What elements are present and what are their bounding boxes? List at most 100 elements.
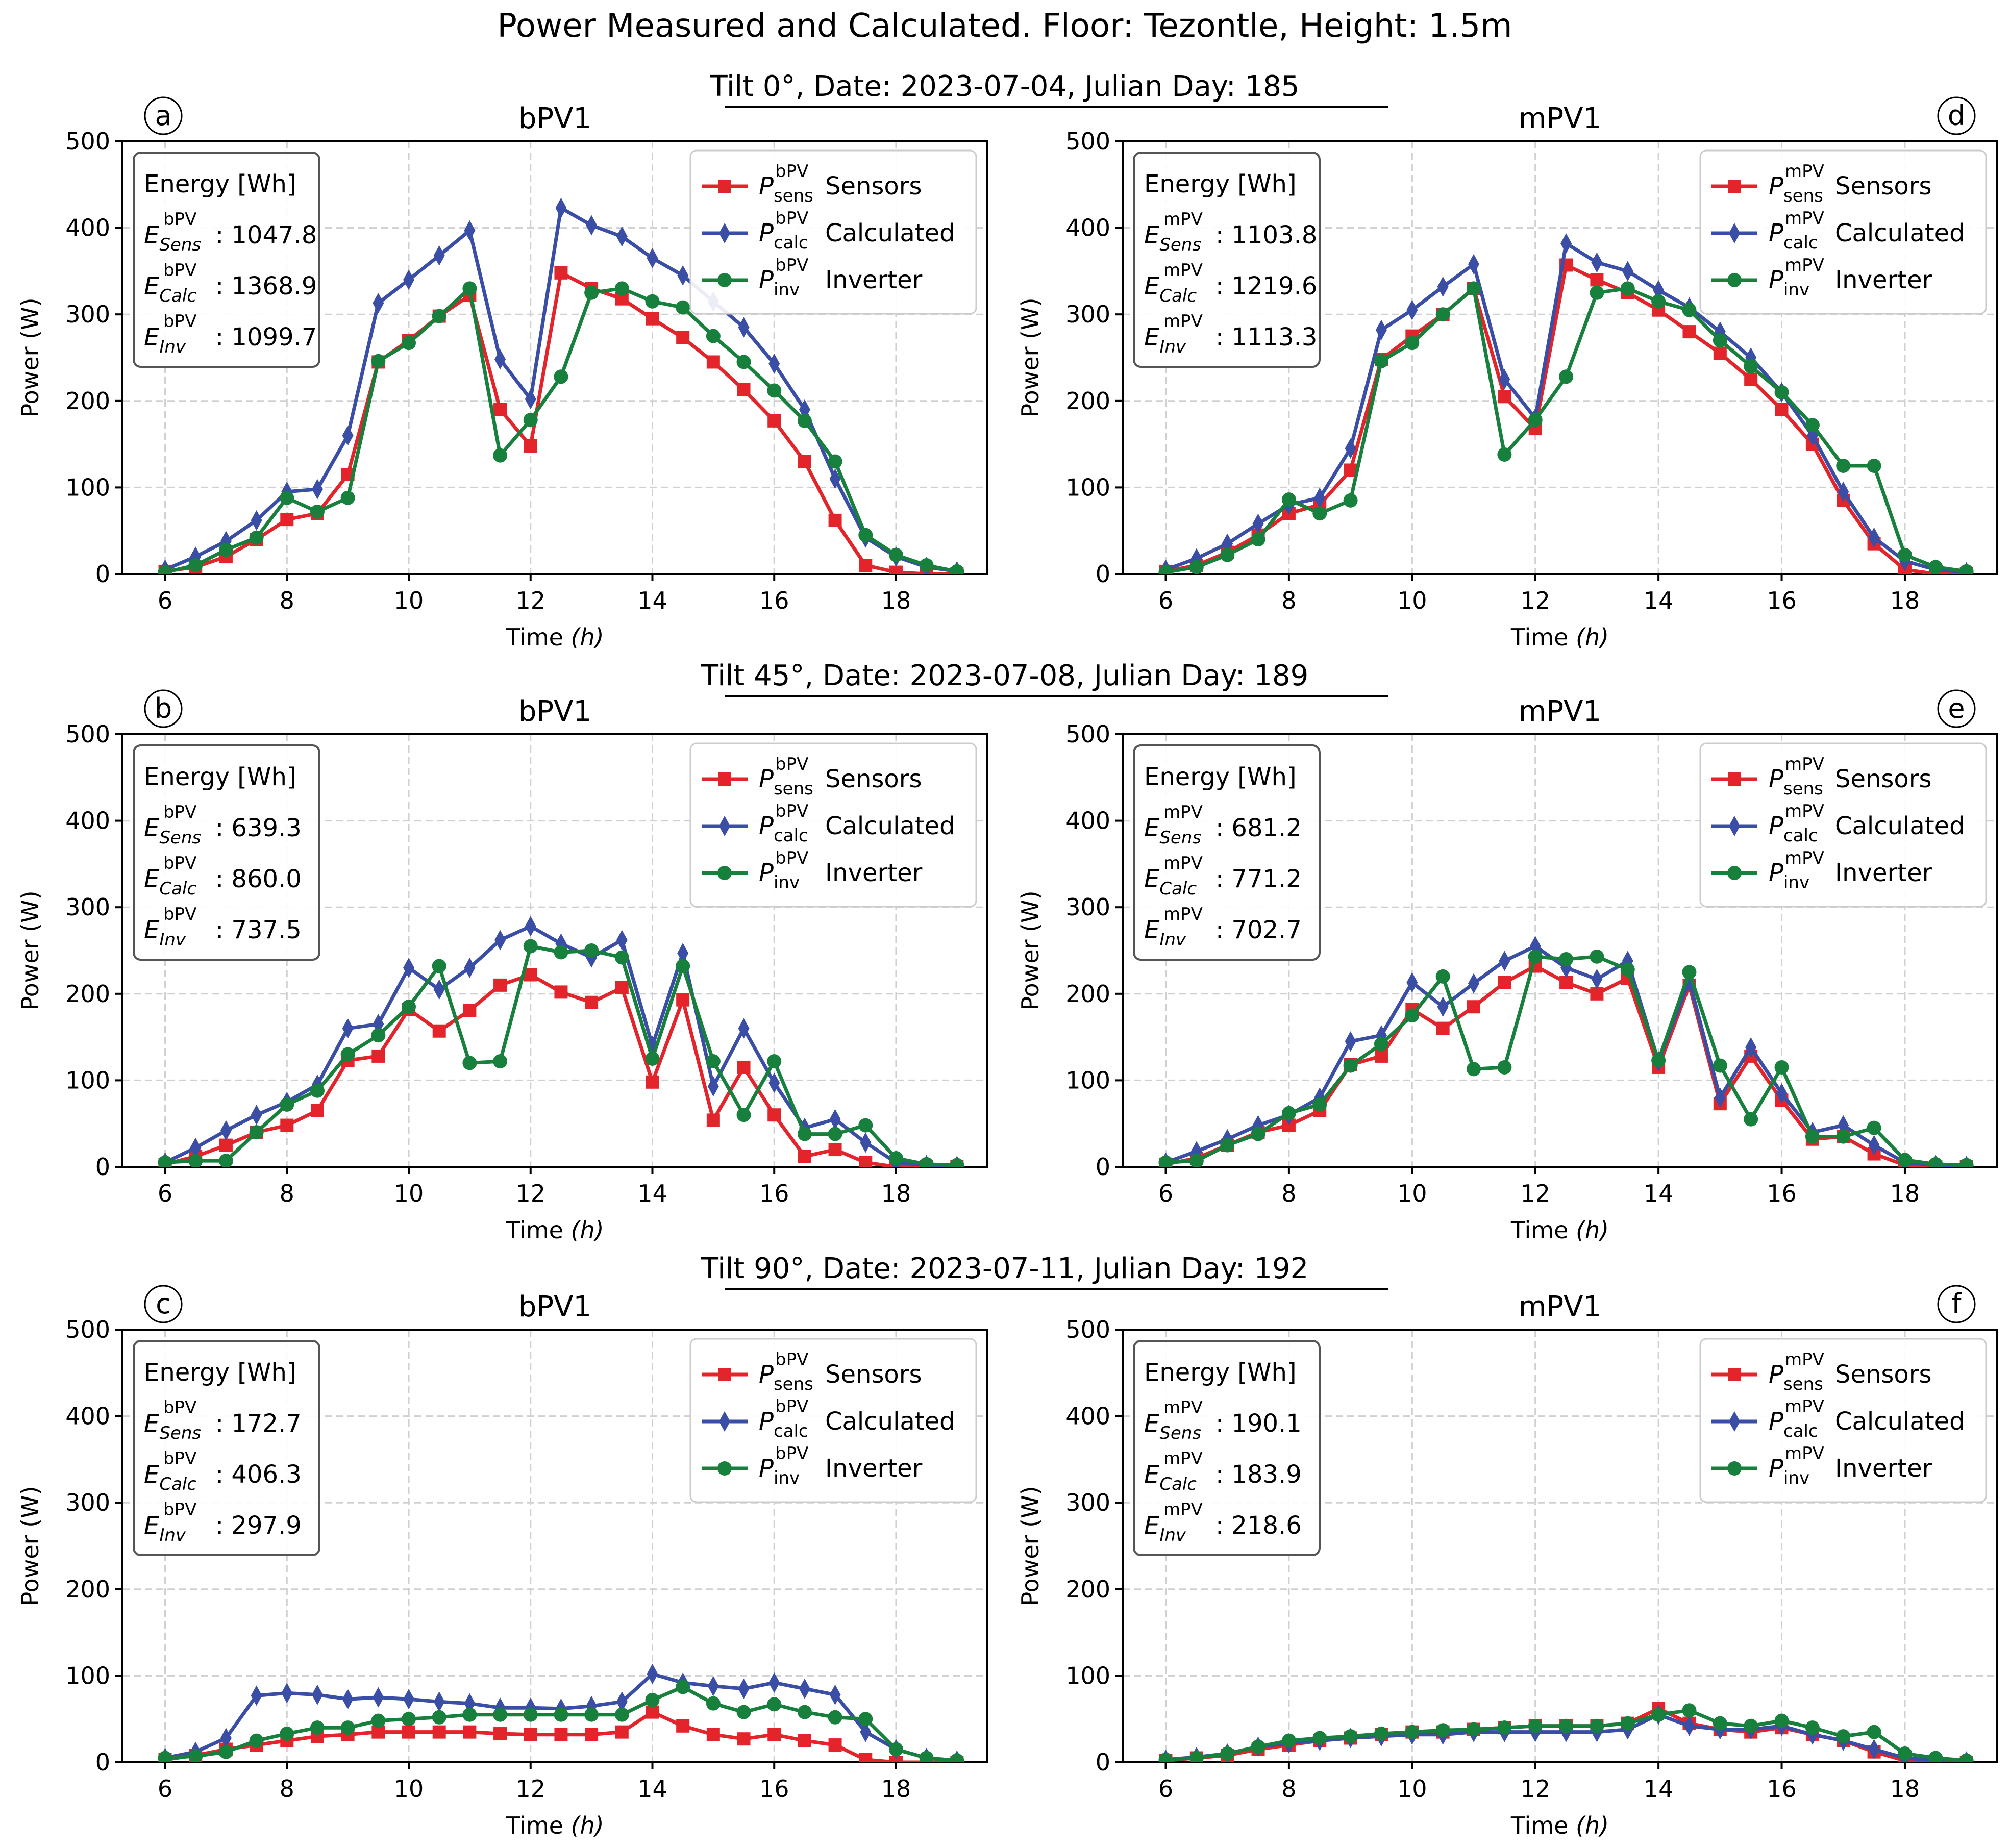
panel-e-energy-box: Energy [Wh] ESensmPV: 681.2 ECalcmPV: 771.… bbox=[1133, 744, 1321, 961]
panel-f-energy-heading: Energy [Wh] bbox=[1144, 1358, 1297, 1387]
panel-d-inverter-point bbox=[1867, 459, 1881, 473]
panel-d-inverter-point bbox=[1836, 459, 1851, 473]
panel-d-energy-calc: ECalcmPV: 1219.6 bbox=[1144, 260, 1317, 306]
panel-b-ytick-label: 500 bbox=[65, 720, 110, 748]
panel-a-sensors-point bbox=[524, 439, 537, 453]
panel-b-sensors-point bbox=[463, 1004, 477, 1017]
panel-d-inverter-point bbox=[1928, 560, 1943, 574]
panel-a-xlabel: Time (h) bbox=[505, 623, 604, 651]
panel-b-sensors-point bbox=[767, 1108, 781, 1122]
panel-b-calculated-point bbox=[190, 1137, 202, 1158]
panel-e-inverter-point bbox=[1405, 1008, 1420, 1023]
panel-f-inverter-point bbox=[1220, 1746, 1235, 1761]
panel-e-legend-entry-inverter: PinvmPVInverter bbox=[1711, 848, 1932, 893]
panel-e-ytick-label: 0 bbox=[1096, 1153, 1110, 1181]
panel-e-sensors-point bbox=[1590, 987, 1604, 1001]
panel-d-title: mPV1 bbox=[1519, 102, 1601, 135]
panel-e-xtick-label: 14 bbox=[1644, 1180, 1674, 1207]
panel-d-calculated-point bbox=[1622, 261, 1633, 282]
panel-b-energy-box: Energy [Wh] ESensbPV: 639.3 ECalcbPV: 860.… bbox=[133, 744, 320, 961]
panel-b-legend: PsensbPVSensorsPcalcbPVCalculatedPinvbPV… bbox=[689, 742, 977, 908]
panel-d-inverter-point bbox=[1590, 285, 1604, 300]
panel-e-title: mPV1 bbox=[1519, 695, 1601, 728]
panel-b-title: bPV1 bbox=[518, 695, 591, 728]
row-header-1: Tilt 0°, Date: 2023-07-04, Julian Day: 1… bbox=[710, 70, 1300, 103]
panel-a-ylabel: Power (W) bbox=[16, 297, 44, 417]
panel-c-inverter-point bbox=[310, 1720, 325, 1735]
panel-a-legend: PsensbPVSensorsPcalcbPVCalculatedPinvbPV… bbox=[689, 149, 977, 315]
panel-c-legend-sensors-marker bbox=[718, 1368, 731, 1381]
panel-c-calculated-point bbox=[647, 1664, 658, 1685]
panel-d-calculated-point bbox=[1838, 481, 1849, 502]
panel-d-inverter-point bbox=[1744, 359, 1758, 373]
panel-a-energy-calc: ECalcbPV: 1368.9 bbox=[144, 260, 317, 306]
panel-c-calculated-point bbox=[281, 1683, 293, 1704]
panel-f-xtick-label: 16 bbox=[1767, 1775, 1797, 1803]
panel-e-calculated-point bbox=[1437, 996, 1449, 1017]
panel-a-xtick-label: 14 bbox=[637, 587, 667, 614]
panel-f-legend-inverter-label: PinvmPVInverter bbox=[1769, 1443, 1932, 1488]
panel-e-inverter-point bbox=[1312, 1097, 1327, 1112]
panel-d-legend-inverter-label: PinvmPVInverter bbox=[1769, 255, 1932, 300]
panel-d-inverter-point bbox=[1435, 307, 1450, 322]
panel-e-inverter-point bbox=[1928, 1157, 1943, 1167]
panel-f-ytick-label: 200 bbox=[1065, 1576, 1110, 1603]
panel-e-xtick-label: 16 bbox=[1767, 1180, 1797, 1207]
panel-e-ytick-label: 400 bbox=[1065, 807, 1110, 835]
panel-a-axes-frame bbox=[121, 140, 988, 575]
panel-b-axes-frame bbox=[121, 733, 988, 1168]
panel-c-legend-calculated-label: PcalcbPVCalculated bbox=[759, 1396, 955, 1441]
panel-b-xtick-label: 6 bbox=[158, 1180, 172, 1207]
panel-a-legend-frame bbox=[689, 149, 977, 315]
panel-f-legend-calculated-label: PcalcmPVCalculated bbox=[1769, 1396, 1965, 1441]
panel-d-inverter-point bbox=[1805, 418, 1820, 433]
panel-b-sensors-point bbox=[737, 1060, 751, 1074]
panel-b-energy-frame bbox=[133, 744, 320, 961]
panel-e-sensors-point bbox=[1374, 1049, 1388, 1063]
panel-e-inverter-point bbox=[1467, 1062, 1481, 1077]
panel-d-legend-sensors-marker bbox=[1728, 180, 1741, 193]
panel-b-ytick-label: 100 bbox=[65, 1066, 110, 1094]
panel-f-inverter-point bbox=[1744, 1718, 1758, 1733]
panel-f-inverter-point bbox=[1343, 1729, 1358, 1744]
panel-e-calculated-point bbox=[1745, 1037, 1757, 1058]
panel-f-legend-sensors-label: PsensmPVSensors bbox=[1769, 1350, 1932, 1394]
panel-f-xtick-label: 8 bbox=[1281, 1775, 1296, 1803]
panel-b-inverter-point bbox=[493, 1054, 508, 1069]
panel-e-inverter-point bbox=[1620, 962, 1635, 977]
panel-a-inverter-point bbox=[523, 413, 538, 428]
panel-b-inverter-point bbox=[310, 1083, 325, 1098]
panel-c-ytick-label: 300 bbox=[65, 1489, 110, 1516]
panel-b-letter: b bbox=[155, 692, 172, 725]
panel-b-sensors-point bbox=[859, 1156, 873, 1167]
panel-d-energy-box: Energy [Wh] ESensmPV: 1103.8 ECalcmPV: 121… bbox=[1133, 152, 1321, 368]
panel-f-legend-entry-sensors: PsensmPVSensors bbox=[1711, 1350, 1932, 1394]
panel-a-energy-heading: Energy [Wh] bbox=[144, 170, 296, 198]
panel-b-sensors-point bbox=[219, 1138, 233, 1152]
panel-b-legend-entry-sensors: PsensbPVSensors bbox=[702, 754, 922, 799]
panel-e-inverter-point bbox=[1590, 949, 1604, 964]
panel-a-ytick-label: 500 bbox=[65, 128, 110, 155]
panel-a-inverter-point bbox=[584, 285, 599, 300]
panel-c-sensors-point bbox=[463, 1725, 477, 1739]
panel-d-ytick-label: 0 bbox=[1096, 560, 1110, 588]
panel-c-xtick-label: 16 bbox=[759, 1775, 789, 1803]
panel-d-energy-heading: Energy [Wh] bbox=[1144, 170, 1297, 198]
panel-f-inverter-point bbox=[1158, 1752, 1173, 1762]
panel-c-inverter-point bbox=[402, 1712, 416, 1727]
panel-e-inverter-point bbox=[1158, 1155, 1173, 1167]
panel-e-legend-inverter-marker bbox=[1727, 866, 1742, 880]
panel-e-letter: e bbox=[1948, 692, 1965, 725]
panel-a-letter: a bbox=[155, 99, 171, 132]
panel-b-xtick-label: 14 bbox=[637, 1180, 667, 1207]
panel-f-energy-calc: ECalcmPV: 183.9 bbox=[1144, 1449, 1302, 1494]
panel-e-inverter-point bbox=[1836, 1129, 1851, 1144]
panel-a-inverter-point bbox=[432, 309, 446, 323]
panel-a-ytick-label: 300 bbox=[65, 301, 110, 328]
panel-a-sensors-point bbox=[676, 331, 690, 344]
panel-f-title: mPV1 bbox=[1519, 1290, 1601, 1323]
panel-a-sensors-point bbox=[554, 266, 568, 280]
panel-c-energy-sens: ESensbPV: 172.7 bbox=[144, 1397, 302, 1443]
panel-a-legend-entry-sensors: PsensbPVSensors bbox=[702, 161, 922, 206]
